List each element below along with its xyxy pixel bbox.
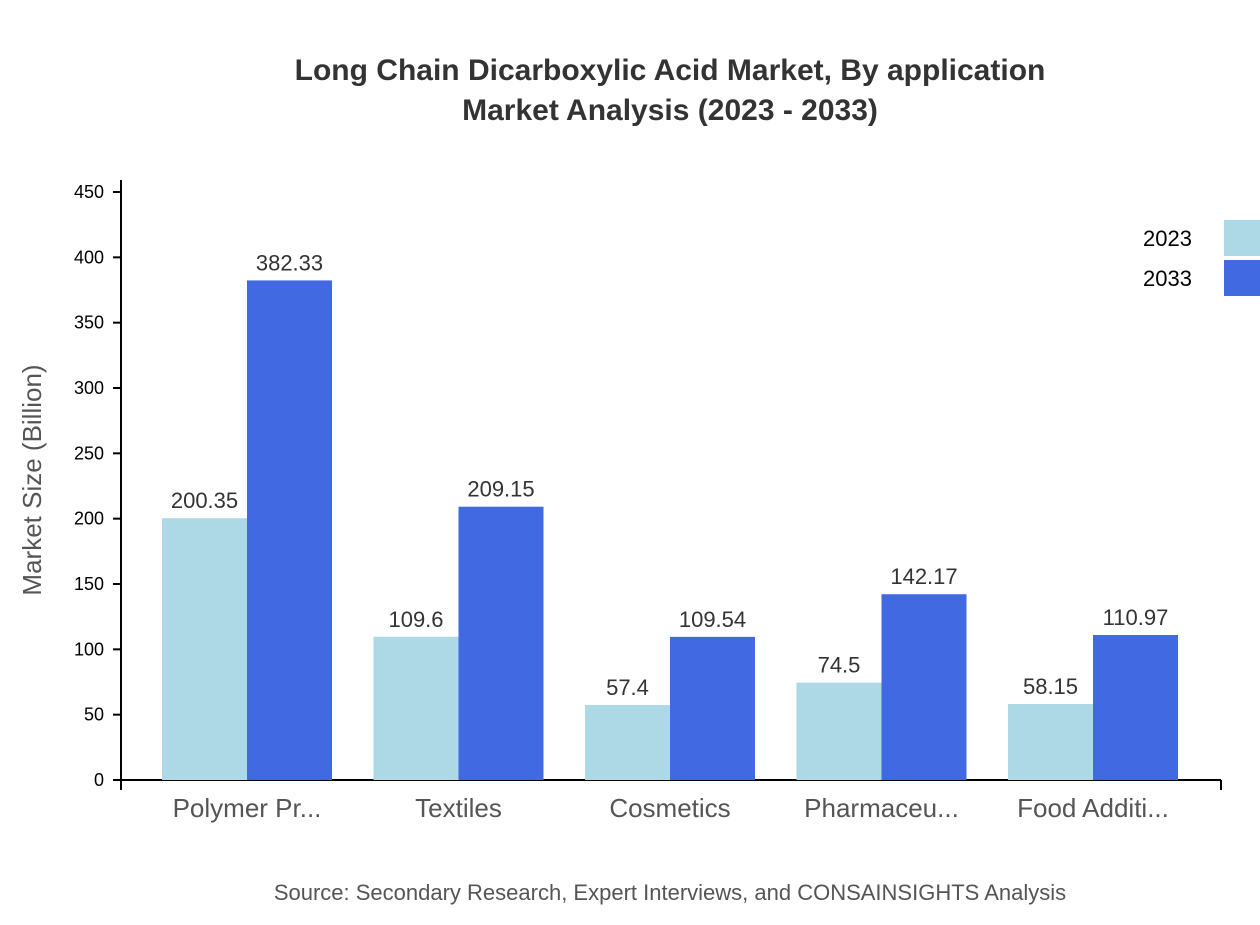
data-label: 109.6 [388,607,443,632]
x-tick-label: Textiles [415,793,502,823]
legend-label: 2023 [1143,226,1192,251]
data-label: 209.15 [467,477,534,502]
chart-subtitle: Market Analysis (2023 - 2033) [462,94,878,127]
data-label: 74.5 [818,653,861,678]
bar-2023 [373,636,459,780]
data-label: 142.17 [890,564,957,589]
x-tick-label: Food Additi... [1017,793,1169,823]
x-tick-label: Pharmaceu... [804,793,959,823]
legend-label: 2033 [1143,266,1192,291]
data-label: 109.54 [679,607,746,632]
legend-swatch [1224,260,1260,296]
bar-2023 [162,518,247,780]
bar-2033 [670,636,755,780]
bar-2033 [881,594,967,780]
y-tick-label: 150 [74,574,104,594]
bar-2033 [1093,634,1178,780]
bar-2033 [458,506,544,780]
y-tick-label: 250 [74,443,104,463]
y-tick-label: 50 [84,705,104,725]
bar-2033 [247,280,332,780]
data-label: 58.15 [1023,674,1078,699]
x-tick-label: Cosmetics [609,793,730,823]
y-tick-label: 0 [94,770,104,790]
data-label: 110.97 [1103,605,1169,630]
bar-2023 [1008,704,1093,780]
legend-swatch [1224,220,1260,256]
bar-2023 [585,704,670,780]
data-label: 57.4 [606,675,649,700]
y-axis-label: Market Size (Billion) [17,364,47,595]
chart-title: Long Chain Dicarboxylic Acid Market, By … [295,54,1046,87]
y-tick-label: 450 [74,182,104,202]
y-tick-label: 100 [74,639,104,659]
y-tick-label: 350 [74,313,104,333]
bar-2023 [796,682,882,780]
data-label: 200.35 [171,488,238,513]
x-tick-label: Polymer Pr... [173,793,322,823]
source-note: Source: Secondary Research, Expert Inter… [274,880,1066,905]
y-tick-label: 200 [74,509,104,529]
data-label: 382.33 [256,250,323,275]
y-tick-label: 300 [74,378,104,398]
y-tick-label: 400 [74,247,104,267]
